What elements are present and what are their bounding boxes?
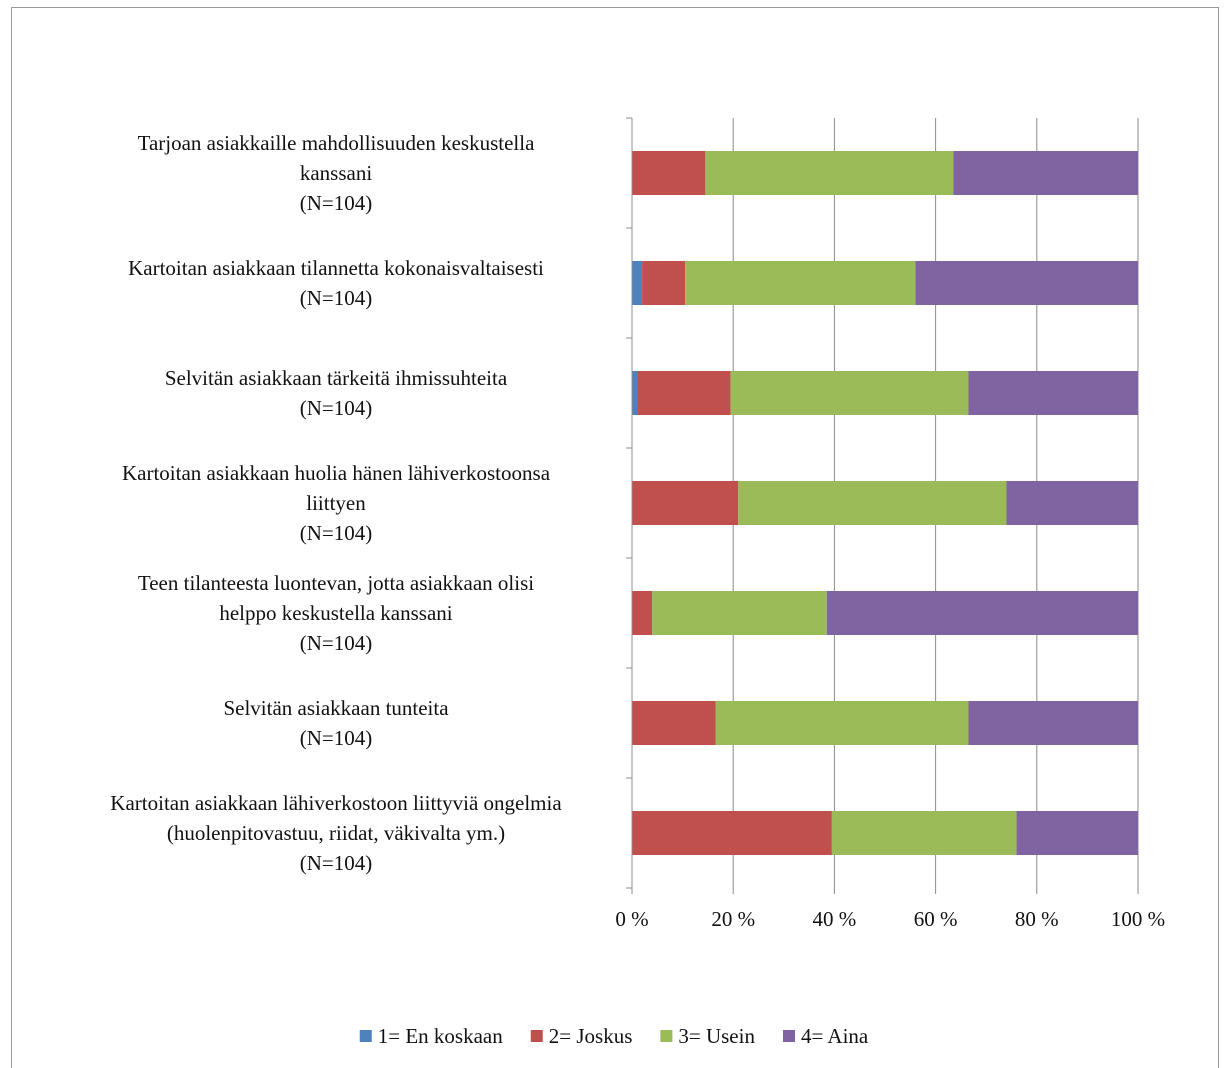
category-label-line: Selvitän asiakkaan tärkeitä ihmissuhteit…: [165, 366, 508, 390]
category-label: Selvitän asiakkaan tärkeitä ihmissuhteit…: [165, 366, 508, 420]
bar-segment: [632, 811, 832, 855]
legend-label: 3= Usein: [678, 1024, 755, 1048]
bar-segment: [831, 811, 1017, 855]
category-label-line: (N=104): [300, 191, 373, 215]
category-label-line: (N=104): [300, 631, 373, 655]
category-label: Tarjoan asiakkaille mahdollisuuden kesku…: [138, 131, 536, 215]
bar-segment: [738, 481, 1007, 525]
bar-segment: [826, 591, 1138, 635]
x-tick-label: 0 %: [615, 907, 648, 931]
bar-segment: [637, 371, 731, 415]
category-label: Selvitän asiakkaan tunteita (N=104): [223, 696, 449, 750]
bar-segment: [632, 261, 643, 305]
category-label-line: Tarjoan asiakkaille mahdollisuuden kesku…: [138, 131, 536, 155]
category-labels: Tarjoan asiakkaille mahdollisuuden kesku…: [110, 131, 562, 875]
bar-segment: [968, 371, 1138, 415]
category-label-line: Kartoitan asiakkaan tilannetta kokonaisv…: [128, 256, 544, 280]
category-label-line: liittyen: [306, 491, 366, 515]
bar-segment: [652, 591, 827, 635]
x-tick-label: 20 %: [711, 907, 755, 931]
bar-segment: [730, 371, 969, 415]
category-label-line: (N=104): [300, 726, 373, 750]
bar-segment: [632, 371, 638, 415]
legend-label: 4= Aina: [801, 1024, 869, 1048]
bars: [632, 151, 1138, 855]
legend-swatch: [530, 1030, 543, 1042]
category-label: Kartoitan asiakkaan lähiverkostoon liitt…: [110, 791, 562, 875]
category-label-line: Selvitän asiakkaan tunteita: [223, 696, 449, 720]
x-tick-label: 40 %: [813, 907, 857, 931]
category-label: Kartoitan asiakkaan tilannetta kokonaisv…: [128, 256, 544, 310]
legend-swatch: [782, 1030, 795, 1042]
bar-segment: [715, 701, 969, 745]
bar-segment: [632, 701, 716, 745]
legend-swatch: [359, 1030, 372, 1042]
category-label-line: (N=104): [300, 851, 373, 875]
bar-segment: [953, 151, 1138, 195]
category-label: Kartoitan asiakkaan huolia hänen lähiver…: [122, 461, 551, 545]
legend-label: 2= Joskus: [549, 1024, 633, 1048]
bar-segment: [632, 591, 653, 635]
bar-segment: [1006, 481, 1138, 525]
x-tick-label: 80 %: [1015, 907, 1059, 931]
bar-segment: [685, 261, 916, 305]
category-label-line: (N=104): [300, 286, 373, 310]
category-label-line: kanssani: [300, 161, 372, 185]
category-label-line: (N=104): [300, 521, 373, 545]
bar-segment: [705, 151, 954, 195]
bar-segment: [632, 151, 706, 195]
category-label-line: helppo keskustella kanssani: [219, 601, 452, 625]
category-label-line: (huolenpitovastuu, riidat, väkivalta ym.…: [167, 821, 505, 845]
category-label: Teen tilanteesta luontevan, jotta asiakk…: [138, 571, 534, 655]
category-label-line: (N=104): [300, 396, 373, 420]
category-label-line: Kartoitan asiakkaan lähiverkostoon liitt…: [110, 791, 562, 815]
legend-label: 1= En koskaan: [378, 1024, 503, 1048]
legend-swatch: [660, 1030, 673, 1042]
bar-segment: [1016, 811, 1138, 855]
bar-segment: [642, 261, 686, 305]
x-tick-labels: 0 % 20 % 40 % 60 % 80 % 100 %: [615, 907, 1165, 931]
category-label-line: Teen tilanteesta luontevan, jotta asiakk…: [138, 571, 534, 595]
bar-segment: [915, 261, 1138, 305]
bar-segment: [968, 701, 1138, 745]
axes: [626, 117, 1139, 894]
bar-segment: [632, 481, 739, 525]
x-tick-label: 100 %: [1111, 907, 1165, 931]
x-tick-label: 60 %: [914, 907, 958, 931]
legend: 1= En koskaan 2= Joskus 3= Usein 4= Aina: [359, 1024, 869, 1048]
category-label-line: Kartoitan asiakkaan huolia hänen lähiver…: [122, 461, 551, 485]
